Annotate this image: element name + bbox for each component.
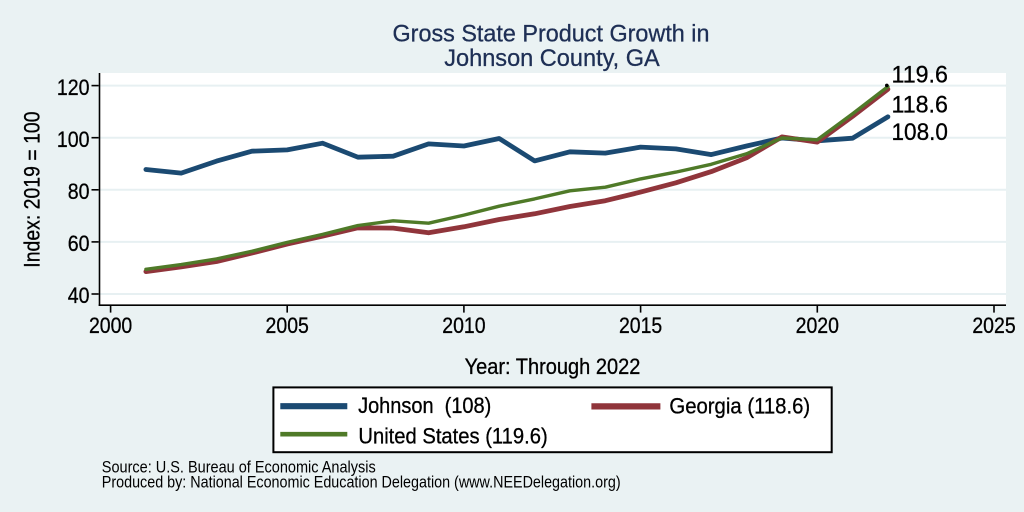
svg-text:Georgia (118.6): Georgia (118.6) bbox=[669, 393, 810, 418]
svg-text:Source: U.S. Bureau of Economi: Source: U.S. Bureau of Economic Analysis bbox=[102, 457, 376, 476]
svg-text:Index: 2019 = 100: Index: 2019 = 100 bbox=[19, 112, 44, 268]
svg-text:Year: Through 2022: Year: Through 2022 bbox=[465, 354, 641, 379]
svg-text:100: 100 bbox=[57, 127, 90, 152]
svg-text:120: 120 bbox=[57, 75, 90, 100]
svg-text:United States (119.6): United States (119.6) bbox=[358, 424, 547, 449]
svg-text:2000: 2000 bbox=[89, 313, 132, 338]
svg-text:118.6: 118.6 bbox=[892, 92, 948, 119]
svg-text:Johnson County, GA: Johnson County, GA bbox=[444, 45, 660, 72]
svg-text:2015: 2015 bbox=[619, 313, 662, 338]
svg-text:Johnson (108): Johnson (108) bbox=[358, 393, 491, 418]
svg-text:2020: 2020 bbox=[796, 313, 839, 338]
svg-text:Gross State Product Growth in: Gross State Product Growth in bbox=[393, 20, 710, 47]
svg-text:119.6: 119.6 bbox=[892, 62, 948, 89]
svg-text:2010: 2010 bbox=[442, 313, 485, 338]
svg-text:80: 80 bbox=[68, 179, 90, 204]
svg-text:60: 60 bbox=[68, 231, 90, 256]
svg-text:108.0: 108.0 bbox=[892, 119, 948, 146]
svg-text:2025: 2025 bbox=[972, 313, 1015, 338]
svg-text:Produced by: National Economic: Produced by: National Economic Education… bbox=[102, 472, 621, 491]
svg-text:2005: 2005 bbox=[266, 313, 309, 338]
svg-text:40: 40 bbox=[68, 283, 90, 308]
